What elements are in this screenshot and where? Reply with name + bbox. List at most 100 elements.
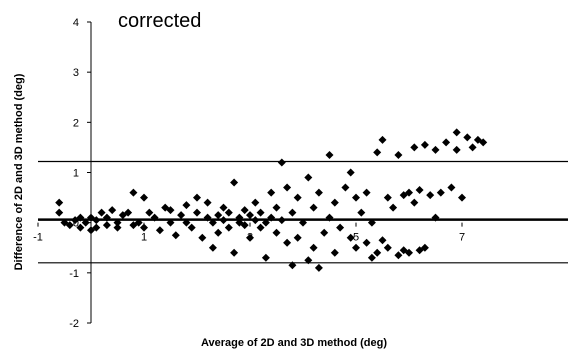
data-point [214,211,223,220]
data-point [166,206,175,215]
data-point [394,150,403,159]
data-point [230,248,239,257]
data-point [214,228,223,237]
data-point [373,148,382,157]
data-point [171,231,180,240]
data-point [140,223,148,232]
data-point [256,208,265,217]
data-point [458,193,466,202]
data-point [182,201,191,210]
data-point [224,223,233,232]
data-point [410,143,419,152]
data-point [405,188,413,197]
data-point [320,228,329,237]
x-axis-title: Average of 2D and 3D method (deg) [201,337,387,349]
y-axis-title: Difference of 2D and 3D method (deg) [13,73,25,270]
data-point [314,263,323,272]
x-tick-label: 7 [459,232,465,244]
data-point [309,243,318,252]
data-point [240,221,249,230]
data-point [108,206,117,215]
x-tick-label: 5 [353,232,359,244]
data-point [288,261,297,270]
data-point [150,213,159,222]
data-point [267,188,276,197]
data-point [124,208,133,217]
data-point [357,208,366,217]
data-point [283,238,292,247]
data-point [378,236,387,245]
data-point [367,253,376,262]
data-point [113,218,122,227]
data-point [267,213,276,222]
data-point [113,223,122,232]
data-point [246,233,254,242]
data-point [293,193,302,202]
data-point [330,248,339,257]
data-point [452,128,461,137]
data-point [288,208,297,217]
data-point [420,140,429,149]
data-point [272,203,281,212]
data-point [230,178,239,187]
data-point [277,158,286,167]
data-point [76,223,85,232]
axes [37,21,463,324]
data-point [219,216,228,225]
data-point [389,203,398,212]
data-point [442,138,451,147]
data-point [155,226,164,235]
data-point [346,168,355,177]
data-point [145,208,154,217]
y-tick-label: 2 [73,117,79,129]
data-point [410,198,419,207]
data-point [235,213,244,222]
data-point [134,218,143,227]
data-point [203,198,212,207]
data-point [76,213,85,222]
y-tick-label: -2 [69,318,79,330]
data-point [251,198,260,207]
data-point [240,206,249,215]
data-point [447,183,456,192]
data-point [277,216,286,225]
data-point [373,248,382,257]
data-point [309,203,318,212]
data-point [256,223,265,232]
data-point [304,173,313,182]
data-points [55,128,488,272]
data-point [293,233,302,242]
data-point [336,223,345,232]
data-point [452,145,461,154]
data-point [261,218,270,227]
y-tick-label: 4 [73,17,79,29]
data-point [426,191,435,200]
data-point [314,188,323,197]
chart-title: corrected [118,10,201,32]
data-point [299,218,307,227]
data-point [383,193,392,202]
data-point [246,211,254,220]
data-point [177,211,186,220]
data-point [140,193,148,202]
data-point [55,198,64,207]
data-point [362,238,371,247]
data-point [431,213,440,222]
data-point [92,216,101,225]
data-point [193,208,201,217]
data-point [272,228,281,237]
data-point [208,243,217,252]
data-point [325,213,334,222]
data-point [261,253,270,262]
data-point [304,256,313,265]
data-point [420,243,429,252]
data-point [198,233,207,242]
data-point [102,213,111,222]
y-tick-label: -1 [69,268,79,280]
data-point [208,218,217,227]
data-point [251,216,260,225]
data-point [203,213,212,222]
data-point [431,145,440,154]
